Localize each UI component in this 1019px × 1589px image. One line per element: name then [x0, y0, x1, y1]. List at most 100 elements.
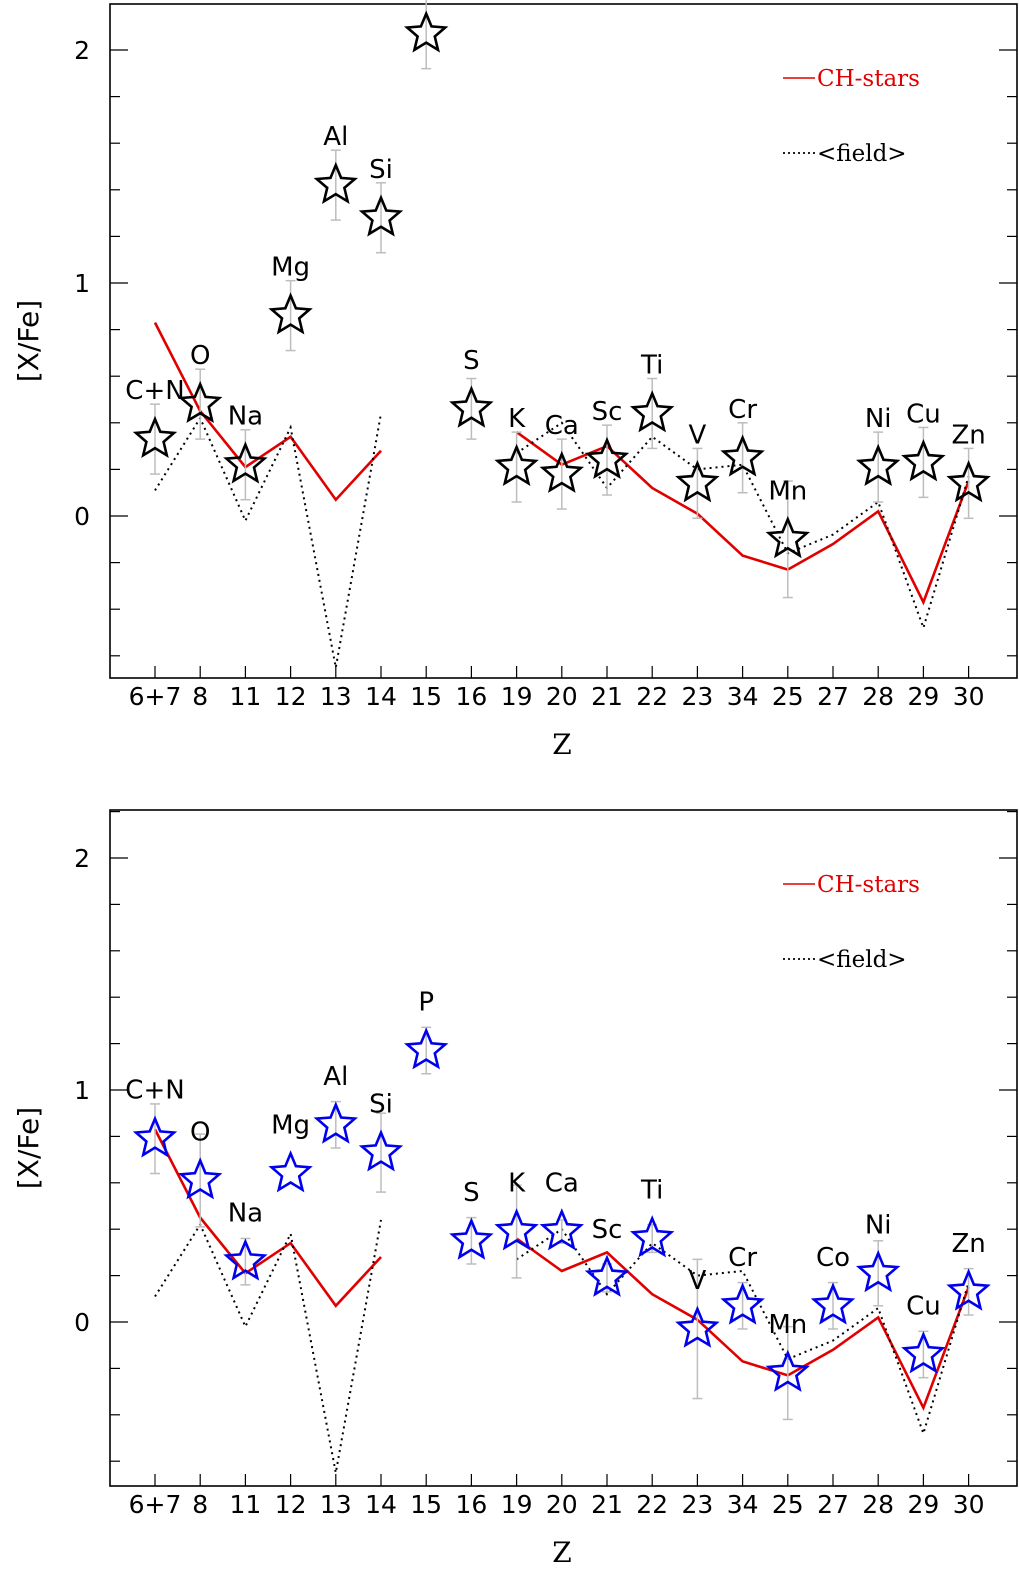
x-tick-label: 30: [953, 1490, 985, 1519]
star-marker: [313, 1101, 358, 1144]
x-tick-label: 20: [546, 1490, 578, 1519]
y-axis-title: [X/Fe]: [12, 300, 45, 382]
x-tick-label: 27: [817, 682, 849, 711]
element-label: Co: [816, 1243, 850, 1273]
element-label: P: [418, 0, 434, 1]
star-marker: [765, 515, 810, 559]
plot-frame: [109, 3, 1018, 679]
element-label: K: [508, 404, 526, 434]
x-tick-label: 11: [229, 682, 261, 711]
x-tick-label: 29: [907, 682, 939, 711]
legend-ch-stars-label: CH-stars: [817, 66, 920, 92]
x-tick-label: 16: [455, 682, 487, 711]
element-label: Al: [323, 122, 348, 152]
element-label: V: [689, 1266, 707, 1296]
star-marker: [494, 443, 539, 487]
star-marker: [132, 1115, 178, 1158]
legend-field-label: <field>: [817, 141, 907, 167]
star-marker: [675, 460, 720, 503]
x-tick-label: 23: [681, 1490, 713, 1519]
legend: CH-stars <field>: [783, 66, 920, 167]
element-label: Zn: [951, 420, 985, 450]
ch-stars-series-line: [153, 322, 382, 502]
element-label: C+N: [125, 1076, 184, 1106]
element-label: Sc: [592, 1215, 623, 1245]
x-tick-label: 25: [772, 682, 804, 711]
element-label: Ni: [865, 404, 892, 434]
y-tick-label: 0: [74, 1308, 90, 1337]
x-tick-label: 34: [727, 682, 759, 711]
element-label: Zn: [951, 1229, 985, 1259]
star-marker: [268, 1150, 313, 1193]
element-label: Ca: [545, 1169, 579, 1199]
element-label: Si: [369, 1090, 393, 1120]
x-tick-label: 13: [320, 682, 352, 711]
element-label: Cr: [728, 395, 757, 425]
star-marker: [177, 380, 223, 424]
x-axis-title: Z: [552, 728, 571, 761]
x-tick-label: 14: [365, 1490, 397, 1519]
legend: CH-stars <field>: [783, 872, 920, 973]
field-series-line: [154, 413, 382, 668]
x-axis-title: Z: [552, 1536, 571, 1569]
x-tick-label: 28: [862, 682, 894, 711]
star-marker: [946, 460, 991, 503]
star-marker: [539, 450, 585, 493]
x-tick-label: 13: [320, 1490, 352, 1519]
star-marker: [856, 1249, 901, 1293]
element-label: O: [190, 1117, 210, 1147]
element-label: Si: [369, 155, 393, 185]
element-label: Mg: [271, 253, 310, 283]
y-tick-label: 2: [74, 844, 90, 873]
x-tick-label: 6+7: [129, 1490, 182, 1519]
element-label: Ti: [640, 1175, 663, 1205]
star-marker: [268, 292, 313, 335]
star-marker: [901, 439, 946, 482]
element-label: K: [508, 1169, 526, 1199]
element-label: Mg: [271, 1111, 310, 1141]
element-label: Na: [228, 402, 263, 432]
star-marker: [313, 161, 359, 205]
element-label: Mn: [768, 1310, 807, 1340]
star-marker: [358, 194, 404, 237]
x-tick-label: 11: [229, 1490, 261, 1519]
x-tick-label: 8: [192, 1490, 208, 1519]
element-label: P: [418, 988, 434, 1018]
star-marker: [403, 1027, 449, 1070]
star-marker: [720, 1282, 765, 1325]
star-marker: [630, 390, 675, 433]
x-tick-label: 15: [410, 1490, 442, 1519]
y-tick-label: 1: [74, 269, 90, 298]
element-label: C+N: [125, 376, 184, 406]
element-label: S: [463, 346, 480, 376]
star-marker: [584, 436, 630, 480]
star-marker: [539, 1208, 584, 1251]
star-marker: [404, 10, 449, 53]
element-label: O: [190, 341, 210, 371]
element-label: Ca: [545, 411, 579, 441]
star-marker: [765, 1349, 811, 1392]
x-tick-label: 21: [591, 682, 623, 711]
star-marker: [494, 1208, 539, 1251]
y-tick-label: 2: [74, 36, 90, 65]
element-label: S: [463, 1178, 480, 1208]
star-marker: [901, 1331, 946, 1374]
plot-frame: [109, 809, 1018, 1487]
y-tick-label: 1: [74, 1076, 90, 1105]
x-tick-label: 15: [410, 682, 442, 711]
element-label: Al: [323, 1062, 348, 1092]
element-label: Sc: [592, 397, 623, 427]
star-marker: [810, 1282, 856, 1325]
star-marker: [358, 1129, 404, 1172]
x-tick-label: 19: [501, 682, 533, 711]
x-tick-label: 20: [546, 682, 578, 711]
x-tick-label: 29: [907, 1490, 939, 1519]
x-tick-label: 19: [501, 1490, 533, 1519]
x-tick-label: 12: [275, 682, 307, 711]
x-tick-label: 22: [636, 1490, 668, 1519]
element-label: Cu: [906, 399, 941, 429]
star-marker: [178, 1157, 223, 1200]
